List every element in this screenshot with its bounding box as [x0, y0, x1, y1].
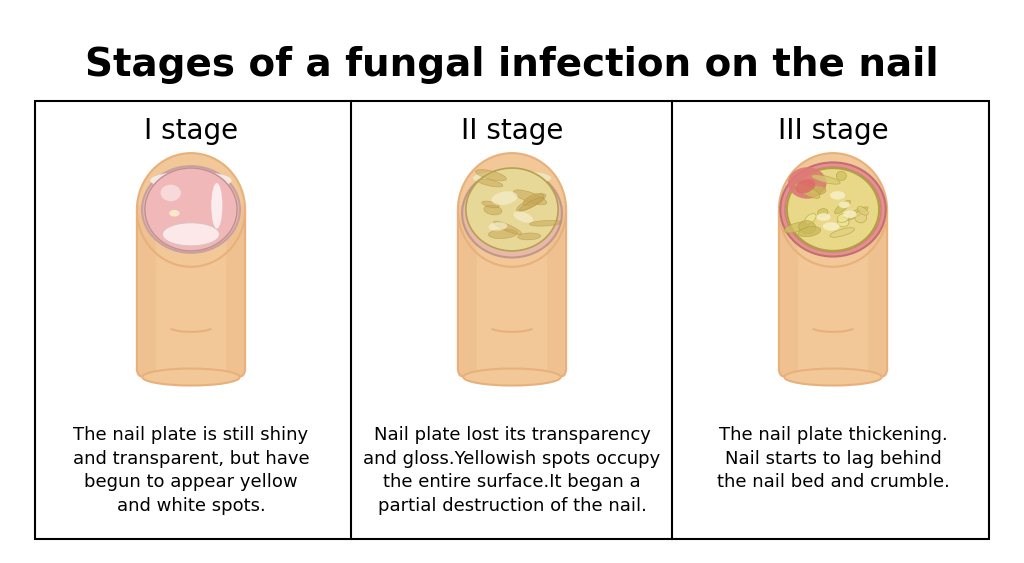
Ellipse shape — [458, 153, 566, 267]
Ellipse shape — [488, 222, 507, 231]
Text: III stage: III stage — [777, 117, 889, 145]
Ellipse shape — [835, 200, 851, 214]
Ellipse shape — [473, 171, 551, 185]
Text: Nail plate lost its transparency
and gloss.Yellowish spots occupy
the entire sur: Nail plate lost its transparency and glo… — [364, 426, 660, 515]
FancyBboxPatch shape — [868, 205, 887, 377]
Ellipse shape — [137, 153, 245, 267]
FancyBboxPatch shape — [547, 205, 566, 377]
Ellipse shape — [830, 191, 845, 200]
Ellipse shape — [830, 228, 854, 237]
Ellipse shape — [482, 201, 500, 208]
Ellipse shape — [817, 208, 828, 217]
Ellipse shape — [796, 179, 815, 194]
Ellipse shape — [142, 166, 240, 253]
Ellipse shape — [475, 169, 507, 181]
Ellipse shape — [779, 153, 887, 267]
Ellipse shape — [838, 213, 849, 222]
Text: Stages of a fungal infection on the nail: Stages of a fungal infection on the nail — [85, 47, 939, 84]
Ellipse shape — [786, 168, 880, 251]
Text: I stage: I stage — [144, 117, 238, 145]
Ellipse shape — [842, 207, 868, 222]
Ellipse shape — [780, 162, 886, 257]
FancyBboxPatch shape — [779, 205, 798, 377]
Ellipse shape — [799, 226, 820, 236]
Ellipse shape — [785, 167, 881, 252]
Ellipse shape — [161, 185, 181, 201]
Ellipse shape — [784, 369, 882, 386]
Ellipse shape — [838, 217, 849, 227]
Ellipse shape — [837, 171, 847, 181]
Ellipse shape — [513, 211, 534, 223]
FancyBboxPatch shape — [226, 205, 245, 377]
Ellipse shape — [494, 221, 521, 234]
Bar — [35, 101, 989, 539]
Ellipse shape — [163, 223, 219, 246]
Ellipse shape — [816, 213, 830, 221]
Text: The nail plate is still shiny
and transparent, but have
begun to appear yellow
a: The nail plate is still shiny and transp… — [73, 426, 309, 515]
Ellipse shape — [144, 168, 238, 251]
Ellipse shape — [484, 205, 502, 215]
Ellipse shape — [169, 210, 179, 217]
Ellipse shape — [488, 229, 517, 239]
FancyBboxPatch shape — [458, 205, 566, 377]
Ellipse shape — [787, 167, 826, 199]
Text: The nail plate thickening.
Nail starts to lag behind
the nail bed and crumble.: The nail plate thickening. Nail starts t… — [717, 426, 949, 491]
FancyBboxPatch shape — [458, 205, 477, 377]
Ellipse shape — [855, 211, 866, 223]
Ellipse shape — [516, 194, 546, 212]
Ellipse shape — [513, 190, 547, 205]
Ellipse shape — [462, 169, 562, 257]
Ellipse shape — [784, 222, 809, 233]
Text: II stage: II stage — [461, 117, 563, 145]
Ellipse shape — [811, 175, 840, 184]
FancyBboxPatch shape — [137, 205, 245, 377]
Ellipse shape — [839, 202, 850, 208]
Ellipse shape — [799, 221, 816, 234]
FancyBboxPatch shape — [137, 205, 156, 377]
Ellipse shape — [857, 207, 868, 215]
Ellipse shape — [466, 168, 558, 251]
Ellipse shape — [807, 185, 826, 194]
Ellipse shape — [529, 220, 561, 226]
Ellipse shape — [477, 179, 503, 187]
Ellipse shape — [523, 193, 544, 205]
Ellipse shape — [844, 211, 856, 218]
Ellipse shape — [517, 233, 541, 240]
Ellipse shape — [142, 369, 240, 386]
Ellipse shape — [211, 183, 222, 229]
Ellipse shape — [822, 222, 840, 231]
Ellipse shape — [463, 369, 561, 386]
Ellipse shape — [151, 171, 231, 190]
Ellipse shape — [795, 183, 820, 198]
Ellipse shape — [805, 213, 816, 224]
Ellipse shape — [492, 191, 517, 205]
Ellipse shape — [519, 197, 544, 211]
FancyBboxPatch shape — [779, 205, 887, 377]
